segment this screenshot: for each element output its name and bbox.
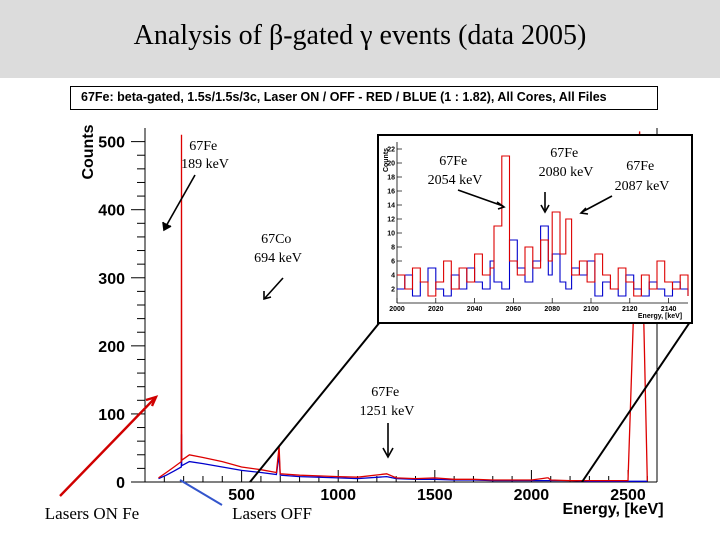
zoom-connector-right <box>581 321 691 483</box>
plot-title-box: 67Fe: beta-gated, 1.5s/1.5s/3c, Laser ON… <box>70 86 658 110</box>
annotation-fe-2087: 67Fe 2087 keV <box>615 159 670 194</box>
main-series <box>158 131 648 482</box>
arrow-fe-1251-head <box>382 447 394 459</box>
arrow-lasers-off <box>179 479 223 506</box>
main-y-tick-label: 500 <box>98 135 125 152</box>
inset-y-tick-label: 14 <box>387 203 395 210</box>
inset-y-tick-label: 18 <box>387 175 395 182</box>
inset-tick-labels: 2 4 6 8 10 12 14 16 18 20 22 2000 2020 2040 2060 2080 21… <box>387 147 676 314</box>
annotation-fe-1251: 67Fe 1251 keV <box>360 385 415 419</box>
main-y-tick-label: 100 <box>98 407 125 424</box>
annotation-fe-189: 67Fe 189 keV <box>181 139 229 172</box>
plot-title: 67Fe: beta-gated, 1.5s/1.5s/3c, Laser ON… <box>81 90 607 104</box>
inset-x-tick-label: 2100 <box>583 306 599 313</box>
title-band <box>0 0 720 78</box>
arrow-fe-189-head <box>162 221 172 232</box>
main-y-tick-label: 0 <box>116 475 125 492</box>
inset-x-tick-label: 2140 <box>661 306 677 313</box>
arrow-fe-2054 <box>457 189 504 207</box>
inset-y-tick-label: 8 <box>391 245 395 252</box>
main-series-laser-off <box>158 434 648 482</box>
arrow-fe-189 <box>164 174 196 229</box>
inset-y-tick-label: 16 <box>387 189 395 196</box>
arrow-co-694 <box>264 277 284 299</box>
arrow-fe-2054-head <box>496 201 506 210</box>
inset-frame <box>377 134 693 324</box>
inset-x-tick-label: 2080 <box>544 306 560 313</box>
arrow-lasers-on-head <box>145 395 159 407</box>
inset-y-tick-label: 2 <box>391 287 395 294</box>
arrow-fe-2087-head <box>579 207 589 215</box>
main-x-label: Energy, [keV] <box>562 501 663 518</box>
inset-x-label: Energy, [keV] <box>638 313 682 320</box>
arrow-fe-2080-head <box>540 204 550 214</box>
slide-title: Analysis of β-gated γ events (data 2005) <box>133 20 587 51</box>
annotation-fe-2080: 67Fe 2080 keV <box>539 146 594 180</box>
inset-y-tick-label: 4 <box>391 273 395 280</box>
inset-x-tick-label: 2120 <box>622 306 638 313</box>
inset-x-tick-label: 2060 <box>506 306 522 313</box>
inset-ticks <box>396 142 688 304</box>
arrow-lasers-on <box>59 397 156 497</box>
main-x-tick-label: 2500 <box>610 487 646 504</box>
annotation-co-694: 67Co 694 keV <box>254 232 302 266</box>
main-y-tick-label: 400 <box>98 203 125 220</box>
main-x-tick-label: 500 <box>228 487 255 504</box>
inset-y-tick-label: 20 <box>387 161 395 168</box>
inset-x-tick-label: 2020 <box>428 306 444 313</box>
inset-y-label: Counts <box>383 148 390 172</box>
inset-y-tick-label: 10 <box>387 231 395 238</box>
annotation-arrows <box>59 174 613 506</box>
inset-series <box>397 155 689 297</box>
inset-x-tick-label: 2040 <box>467 306 483 313</box>
main-x-tick-label: 2000 <box>514 487 550 504</box>
main-tick-labels: 0 100 200 300 400 500 500 1000 1500 2000 2500 <box>98 135 646 504</box>
zoom-connector-left <box>249 321 381 483</box>
main-y-tick-label: 300 <box>98 271 125 288</box>
inset-y-tick-label: 12 <box>387 217 395 224</box>
annotation-fe-2054: 67Fe 2054 keV <box>428 154 483 188</box>
main-y-tick-label: 200 <box>98 339 125 356</box>
arrow-co-694-head <box>263 291 272 301</box>
inset-y-tick-label: 6 <box>391 259 395 266</box>
inset-y-tick-label: 22 <box>387 147 395 154</box>
main-x-tick-label: 1000 <box>320 487 356 504</box>
inset-series-laser-on <box>397 155 689 297</box>
main-series-laser-on <box>158 131 648 482</box>
main-y-label: Counts <box>80 124 97 179</box>
annotation-lasers-on: Lasers ON Fe <box>45 504 139 523</box>
main-x-tick-label: 1500 <box>417 487 453 504</box>
arrow-fe-2087 <box>581 195 613 213</box>
inset-x-tick-label: 2000 <box>389 306 405 313</box>
annotations: 67Fe 189 keV 67Fe 2054 keV 67Fe 2080 keV… <box>45 139 670 523</box>
annotation-lasers-off: Lasers OFF <box>232 504 312 523</box>
